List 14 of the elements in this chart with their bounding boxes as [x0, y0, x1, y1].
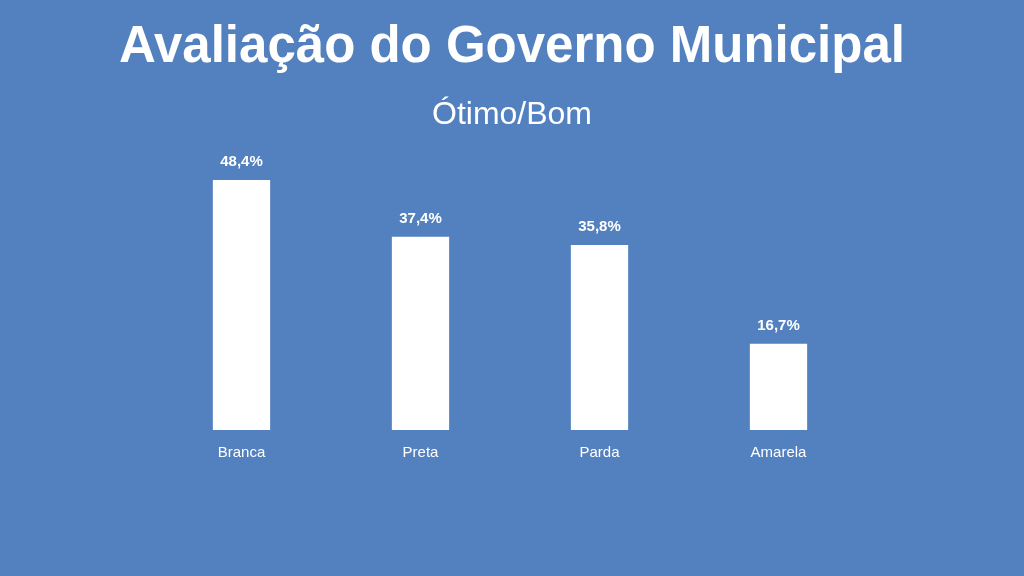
- x-tick-label: Amarela: [750, 443, 808, 460]
- x-tick-label: Parda: [579, 443, 621, 460]
- bar: [391, 236, 450, 430]
- bar: [570, 245, 629, 430]
- data-label: 37,4%: [399, 208, 442, 226]
- bar: [749, 343, 808, 430]
- data-label: 16,7%: [757, 315, 800, 333]
- data-label: 35,8%: [578, 217, 621, 235]
- data-label: 48,4%: [220, 152, 263, 169]
- chart-title: Avaliação do Governo Municipal: [119, 16, 905, 73]
- bar: [212, 180, 271, 430]
- x-tick-label: Branca: [217, 443, 266, 460]
- chart-subtitle: Ótimo/Bom: [431, 95, 593, 131]
- x-tick-label: Preta: [402, 443, 440, 460]
